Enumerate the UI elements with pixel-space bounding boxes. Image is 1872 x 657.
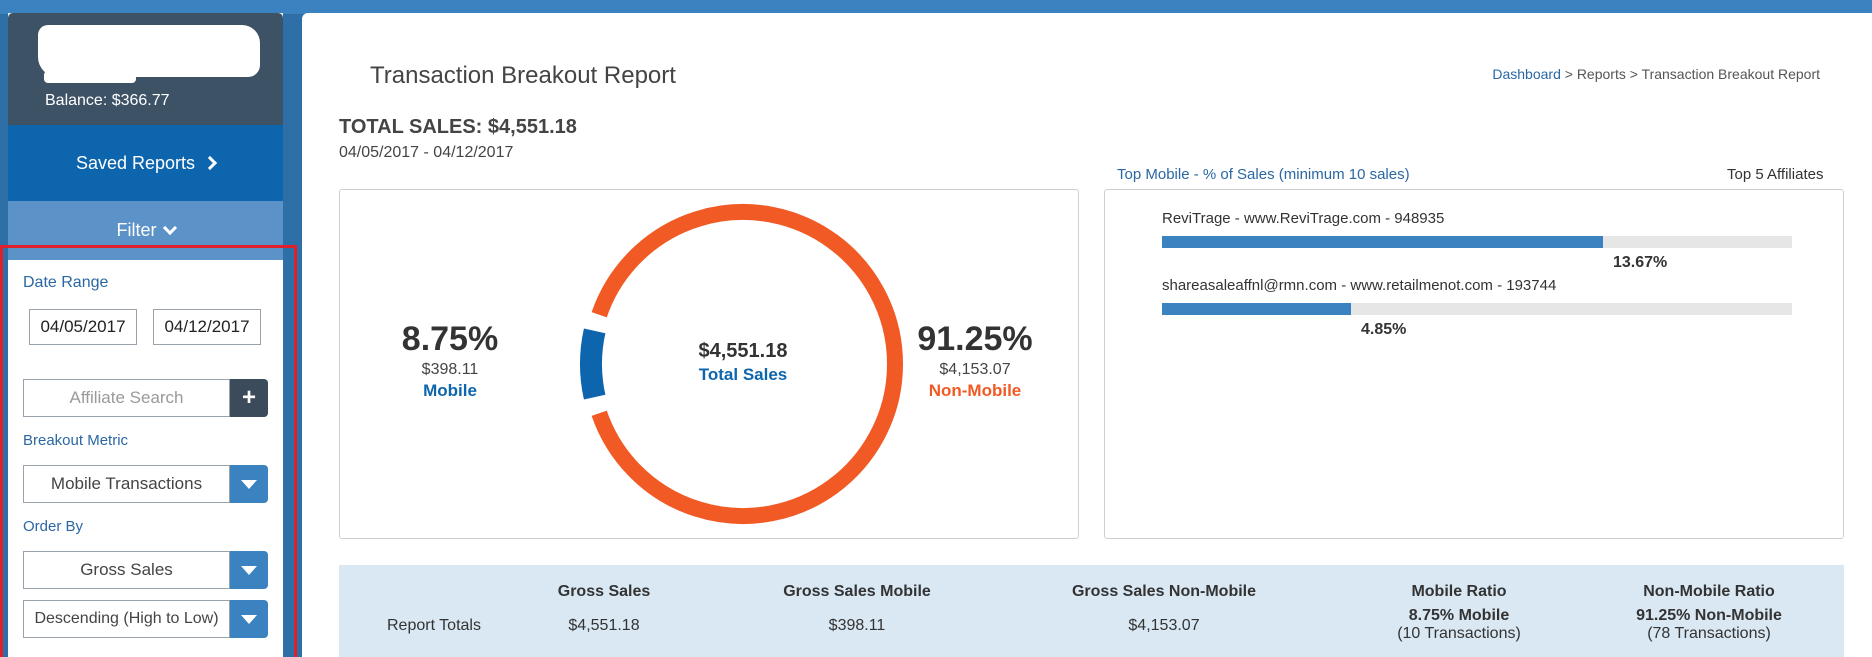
order-by-label: Order By: [23, 518, 84, 535]
donut-center-label: Total Sales: [698, 365, 788, 384]
affiliate-bar-track: 4.85%: [1162, 303, 1792, 339]
redacted-account-id: [44, 71, 136, 83]
gross-sales-value: $4,551.18: [568, 617, 640, 634]
chevron-down-icon: [162, 220, 177, 236]
plus-icon: +: [241, 384, 256, 411]
affiliate-bar-value: 4.85%: [1351, 321, 1417, 339]
sales-breakdown-card: 8.75% $398.11 Mobile $4,551.18 Total Sal…: [339, 189, 1079, 539]
date-range-label: Date Range: [23, 274, 109, 291]
add-affiliate-button[interactable]: +: [230, 379, 268, 417]
order-by-dropdown-button[interactable]: [230, 551, 268, 589]
top-affiliates-label: Top 5 Affiliates: [1727, 166, 1824, 183]
highlight-box: [0, 245, 297, 657]
top-mobile-title: Top Mobile - % of Sales (minimum 10 sale…: [1117, 166, 1410, 183]
affiliate-row: ReviTrage - www.ReviTrage.com - 948935 1…: [1162, 210, 1792, 272]
col-header-gross-nonmobile: Gross Sales Non-Mobile: [1071, 583, 1257, 600]
breakout-metric-label: Breakout Metric: [23, 432, 129, 449]
nonmobile-stat: 91.25% $4,153.07 Non-Mobile: [895, 320, 1055, 401]
page-title: Transaction Breakout Report: [370, 62, 676, 89]
nonmobile-tx-count: (78 Transactions): [1647, 625, 1771, 642]
caret-down-icon: [241, 565, 257, 575]
mobile-ratio-cell: 8.75% Mobile (10 Transactions): [1339, 607, 1579, 643]
redacted-account-name: [38, 25, 260, 77]
breadcrumb-dashboard-link[interactable]: Dashboard: [1492, 66, 1561, 82]
affiliate-row: shareasaleaffnl@rmn.com - www.retailmeno…: [1162, 277, 1792, 339]
end-date-input[interactable]: 04/12/2017: [153, 309, 261, 345]
donut-center-amount: $4,551.18: [698, 340, 788, 362]
filter-toggle-button[interactable]: Filter: [8, 201, 283, 260]
sort-direction-dropdown-button[interactable]: [230, 600, 268, 638]
report-totals-table: Gross Sales Gross Sales Mobile Gross Sal…: [339, 565, 1844, 657]
affiliate-name: ReviTrage - www.ReviTrage.com - 948935: [1162, 210, 1445, 227]
mobile-amount: $398.11: [421, 361, 479, 378]
affiliate-search-input[interactable]: Affiliate Search: [23, 379, 230, 417]
affiliate-bar-fill: [1162, 303, 1351, 315]
nonmobile-ratio-cell: 91.25% Non-Mobile (78 Transactions): [1589, 607, 1829, 643]
affiliate-bar-fill: [1162, 236, 1603, 248]
top-affiliates-card: ReviTrage - www.ReviTrage.com - 948935 1…: [1104, 189, 1844, 539]
caret-down-icon: [241, 614, 257, 624]
mobile-label: Mobile: [423, 381, 477, 400]
total-sales-heading: TOTAL SALES: $4,551.18: [339, 116, 577, 138]
mobile-percent: 8.75%: [401, 320, 499, 358]
nonmobile-label: Non-Mobile: [928, 381, 1022, 400]
donut-center: $4,551.18 Total Sales: [643, 340, 843, 385]
chevron-right-icon: [202, 155, 218, 171]
account-panel: Balance: $366.77: [8, 13, 283, 125]
nonmobile-segment: [591, 204, 903, 524]
breadcrumb-trail: > Reports > Transaction Breakout Report: [1560, 66, 1820, 82]
breakout-metric-select[interactable]: Mobile Transactions: [23, 465, 230, 503]
nonmobile-amount: $4,153.07: [939, 361, 1011, 378]
row-label: Report Totals: [387, 617, 481, 634]
caret-down-icon: [241, 479, 257, 489]
sales-donut-chart: [580, 204, 903, 524]
saved-reports-button[interactable]: Saved Reports: [8, 125, 283, 201]
mobile-stat: 8.75% $398.11 Mobile: [370, 320, 530, 401]
order-by-select[interactable]: Gross Sales: [23, 551, 230, 589]
nonmobile-percent: 91.25%: [917, 320, 1033, 358]
mobile-segment: [580, 328, 606, 400]
col-header-gross-sales: Gross Sales: [557, 583, 651, 600]
top-background: [0, 0, 1872, 14]
col-header-gross-mobile: Gross Sales Mobile: [783, 583, 931, 600]
gross-mobile-value: $398.11: [828, 617, 886, 634]
nonmobile-ratio-value: 91.25% Non-Mobile: [1636, 607, 1782, 624]
filter-label: Filter: [116, 220, 157, 240]
affiliate-bar-value: 13.67%: [1603, 254, 1678, 272]
start-date-input[interactable]: 04/05/2017: [29, 309, 137, 345]
mobile-ratio-value: 8.75% Mobile: [1408, 607, 1510, 624]
gross-nonmobile-value: $4,153.07: [1128, 617, 1200, 634]
affiliate-bar-track: 13.67%: [1162, 236, 1792, 272]
breadcrumb: Dashboard > Reports > Transaction Breako…: [1492, 66, 1820, 82]
balance-text: Balance: $366.77: [45, 92, 170, 109]
report-date-range: 04/05/2017 - 04/12/2017: [339, 144, 514, 161]
col-header-nonmobile-ratio: Non-Mobile Ratio: [1643, 583, 1775, 600]
breakout-metric-dropdown-button[interactable]: [230, 465, 268, 503]
saved-reports-label: Saved Reports: [75, 152, 196, 173]
affiliate-name: shareasaleaffnl@rmn.com - www.retailmeno…: [1162, 277, 1557, 294]
sort-direction-select[interactable]: Descending (High to Low): [23, 600, 230, 638]
col-header-mobile-ratio: Mobile Ratio: [1411, 583, 1507, 600]
mobile-tx-count: (10 Transactions): [1397, 625, 1521, 642]
